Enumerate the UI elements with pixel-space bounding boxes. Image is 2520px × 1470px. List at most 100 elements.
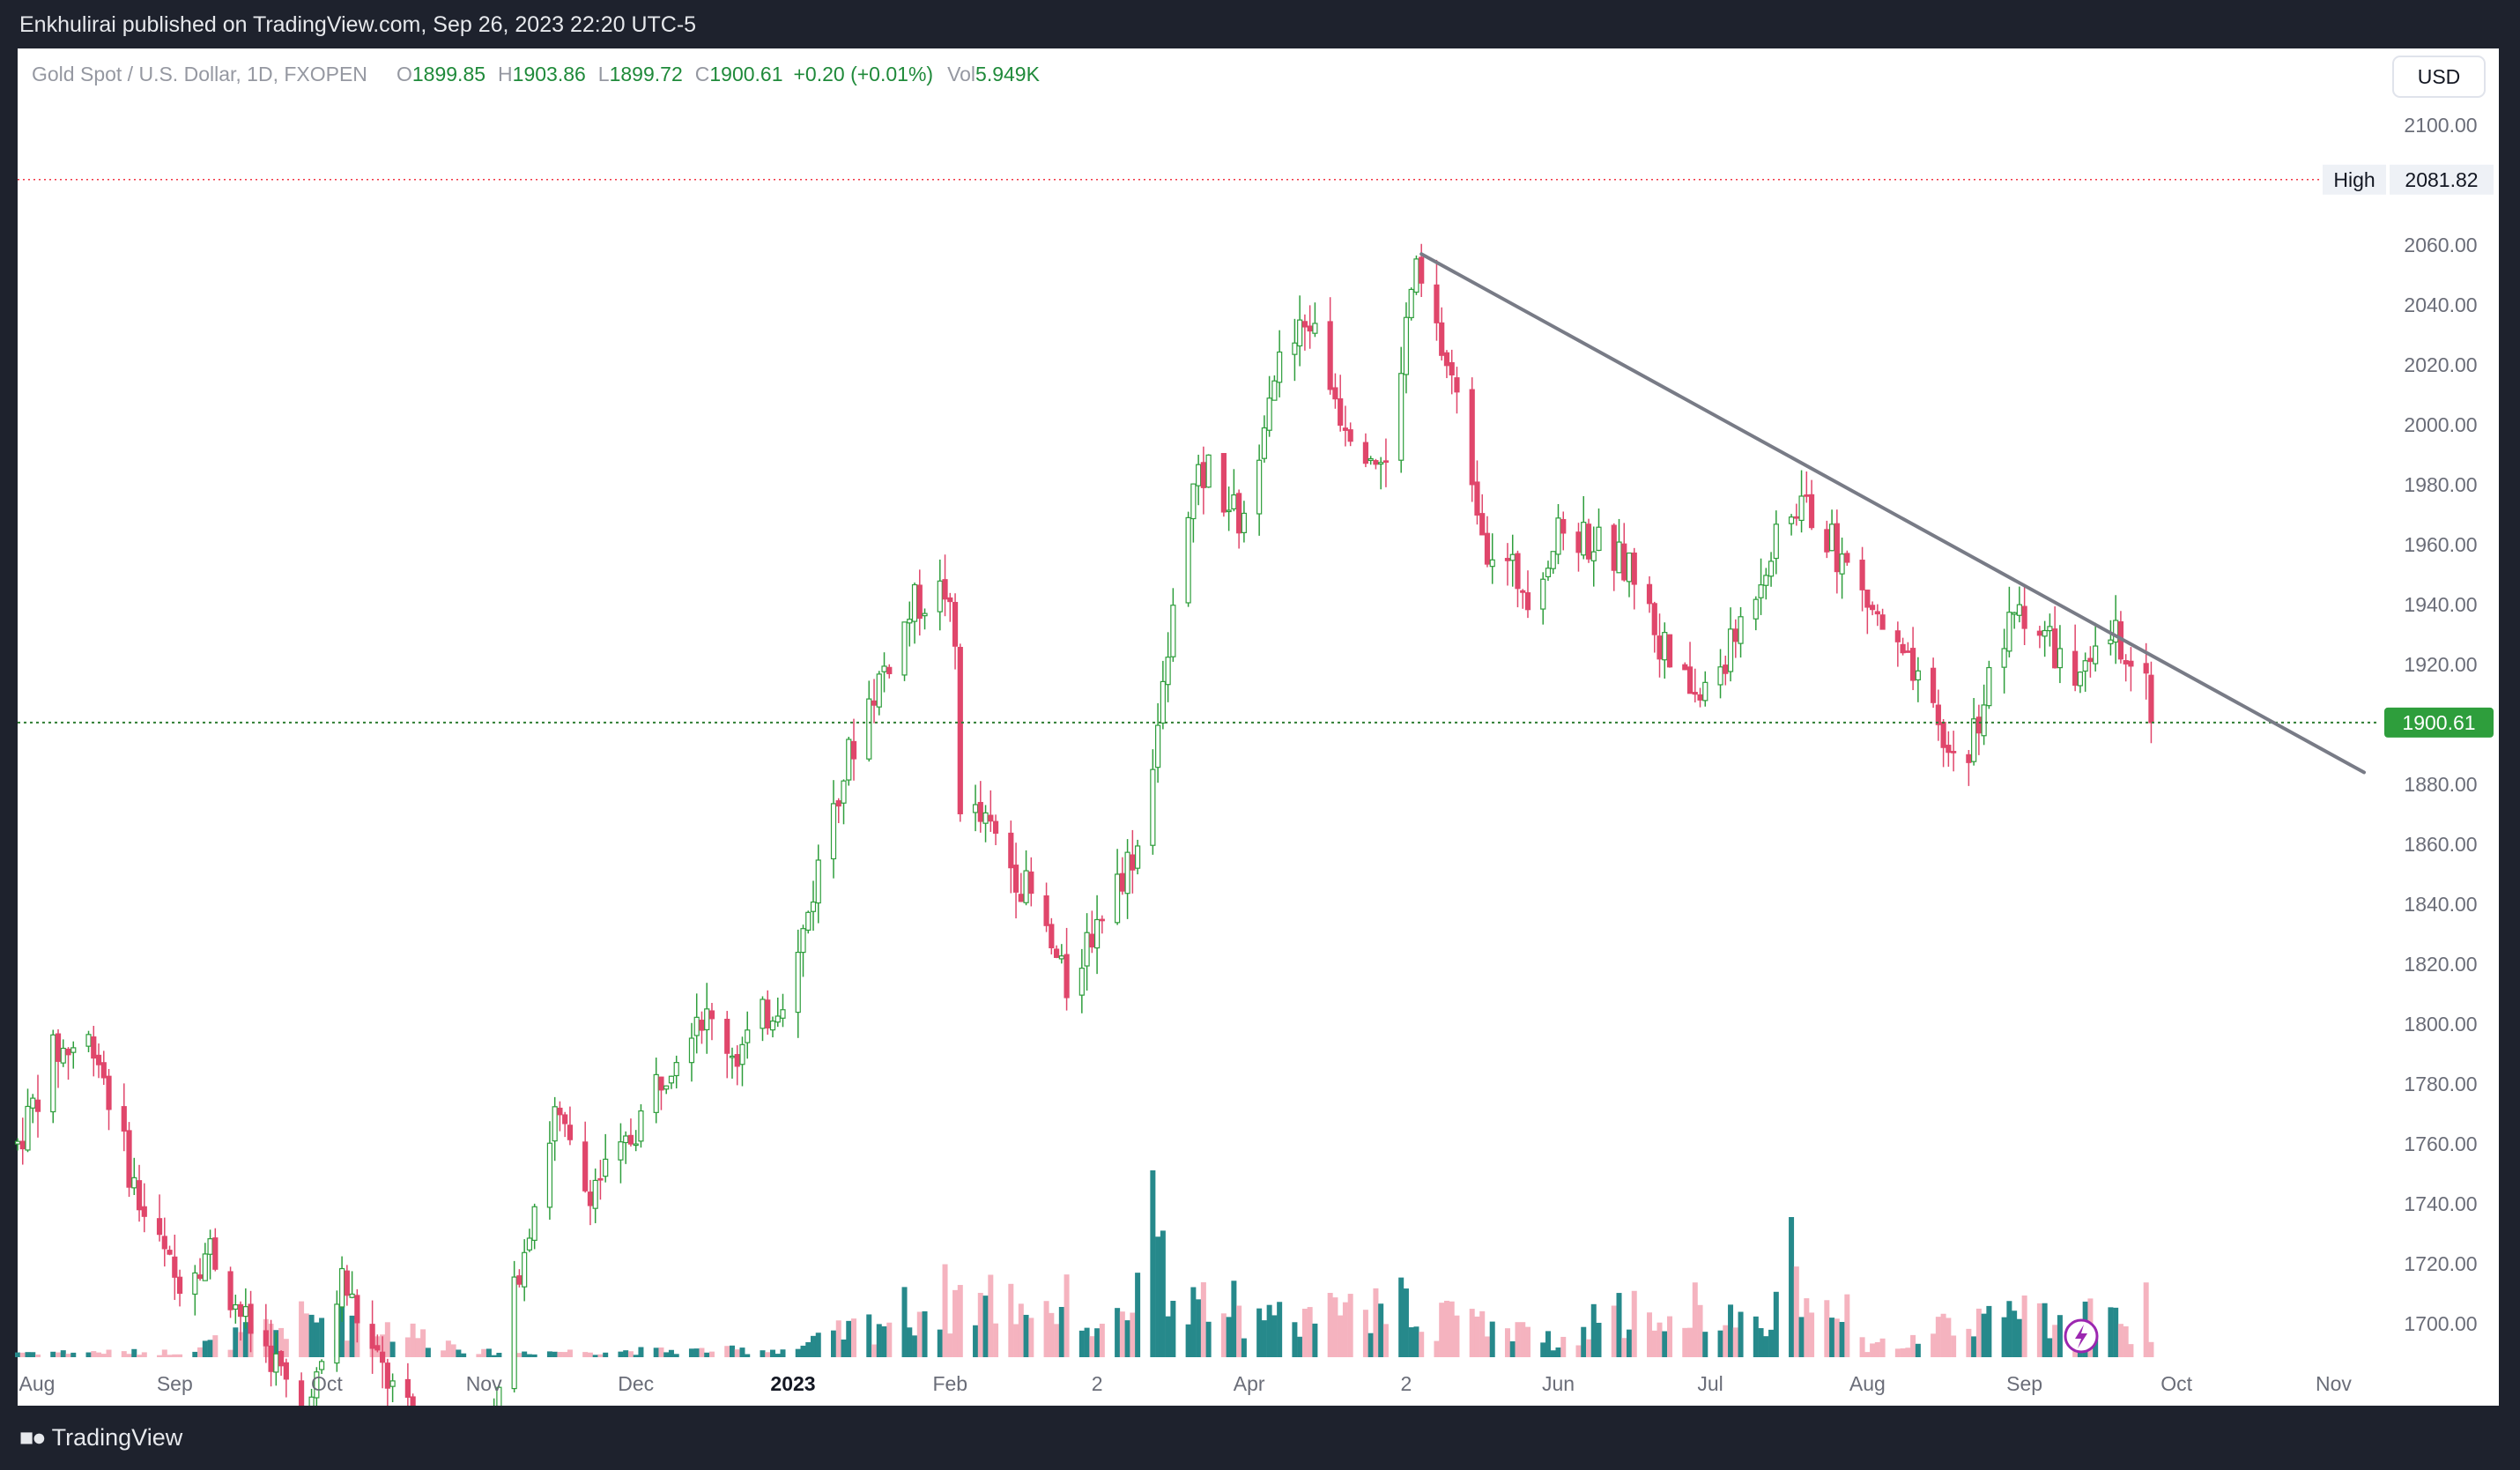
volume-bar bbox=[1119, 1311, 1125, 1357]
candle bbox=[562, 1111, 568, 1138]
time-axis[interactable]: Aug Sep Oct Nov Dec 2023 Feb 2 Apr 2 Jun Jul Aug Sep O… bbox=[19, 1372, 2353, 1395]
volume-bar bbox=[1905, 1348, 1911, 1357]
volume-bar bbox=[1581, 1326, 1587, 1357]
volume-bar bbox=[699, 1348, 705, 1357]
candle bbox=[1190, 483, 1197, 543]
volume-bar bbox=[1687, 1327, 1694, 1357]
ohlc-values: O1899.85 H1903.86 L1899.72 C1900.61 +0.20 (+… bbox=[397, 63, 1041, 85]
candle bbox=[334, 1290, 340, 1372]
volume-label: Vol bbox=[947, 63, 975, 85]
candle bbox=[592, 1168, 598, 1223]
currency-button[interactable]: USD bbox=[2392, 56, 2486, 98]
volume-bar bbox=[491, 1355, 497, 1357]
candle bbox=[65, 1047, 71, 1080]
volume-bar bbox=[1504, 1328, 1510, 1357]
candle bbox=[1935, 689, 1941, 741]
candle bbox=[1723, 655, 1729, 686]
candle bbox=[19, 1117, 26, 1165]
tradingview-logo[interactable]: ■● TradingView bbox=[19, 1422, 182, 1452]
volume-bar bbox=[96, 1352, 102, 1357]
candle bbox=[1089, 910, 1095, 954]
candle bbox=[668, 1075, 675, 1089]
volume-bar bbox=[1347, 1294, 1353, 1357]
candle bbox=[176, 1269, 183, 1307]
volume-bar bbox=[1798, 1317, 1805, 1357]
volume-bar bbox=[1824, 1300, 1830, 1357]
candle bbox=[1732, 619, 1738, 658]
candle bbox=[1023, 850, 1029, 906]
candle bbox=[136, 1164, 143, 1222]
candle bbox=[688, 1022, 695, 1082]
volume-bar bbox=[1058, 1306, 1064, 1357]
candles bbox=[14, 243, 2154, 1470]
volume-bar bbox=[1150, 1170, 1156, 1357]
candle bbox=[2113, 595, 2119, 664]
candle bbox=[141, 1183, 147, 1233]
x-tick-label: 2 bbox=[1092, 1372, 1103, 1395]
volume-bar bbox=[1338, 1315, 1344, 1357]
candle bbox=[55, 1028, 62, 1088]
candle bbox=[1261, 415, 1267, 463]
candle bbox=[1327, 297, 1333, 395]
volume-bar bbox=[1804, 1298, 1810, 1357]
y-tick-label: 1960.00 bbox=[2404, 533, 2477, 556]
candle bbox=[314, 1367, 320, 1407]
volume-bar bbox=[557, 1352, 563, 1357]
volume-bar bbox=[765, 1352, 771, 1357]
candle bbox=[1758, 558, 1764, 615]
volume-bar bbox=[19, 1352, 26, 1357]
candle bbox=[91, 1026, 97, 1077]
volume-bar bbox=[1449, 1301, 1455, 1357]
trendline[interactable] bbox=[1419, 252, 2366, 775]
candle bbox=[1236, 489, 1242, 549]
candle bbox=[734, 1045, 740, 1086]
volume-bar bbox=[1155, 1236, 1161, 1357]
volume-bar bbox=[1611, 1305, 1617, 1357]
candle bbox=[745, 1011, 751, 1059]
lightning-icon[interactable] bbox=[2064, 1318, 2099, 1354]
volume-bar bbox=[65, 1354, 71, 1357]
volume-bar bbox=[1236, 1305, 1242, 1357]
candle bbox=[603, 1133, 609, 1183]
volume-bar bbox=[1196, 1299, 1202, 1357]
x-tick-label: Sep bbox=[157, 1372, 193, 1395]
chart-area[interactable] bbox=[18, 48, 2499, 1406]
volume-bar bbox=[1864, 1352, 1871, 1357]
volume-bar bbox=[805, 1341, 812, 1357]
candle bbox=[34, 1074, 41, 1138]
y-tick-label: 1880.00 bbox=[2404, 773, 2477, 796]
candle bbox=[618, 1123, 624, 1184]
candle bbox=[1768, 552, 1775, 587]
candle bbox=[1879, 608, 1886, 630]
candle bbox=[1905, 642, 1911, 653]
candle bbox=[1078, 948, 1085, 1013]
volume-bar bbox=[450, 1344, 456, 1357]
volume-bar bbox=[207, 1340, 213, 1357]
volume-bar bbox=[582, 1352, 589, 1357]
volume-bar bbox=[137, 1355, 143, 1357]
candle bbox=[557, 1101, 563, 1132]
volume-bar bbox=[1078, 1330, 1085, 1357]
candle bbox=[795, 929, 801, 1038]
volume-bar bbox=[937, 1329, 943, 1357]
candle bbox=[1585, 518, 1592, 563]
candle bbox=[1540, 572, 1546, 625]
candle bbox=[1155, 702, 1161, 783]
candle bbox=[202, 1243, 208, 1281]
candle bbox=[1824, 520, 1830, 559]
volume-bar bbox=[2047, 1338, 2053, 1357]
volume-bar bbox=[1981, 1313, 1987, 1357]
close-value: 1900.61 bbox=[709, 63, 782, 85]
volume-bar bbox=[815, 1333, 821, 1357]
volume-bar bbox=[319, 1318, 325, 1357]
volume-bar bbox=[1403, 1288, 1409, 1357]
candle bbox=[1550, 551, 1556, 575]
candle bbox=[1277, 330, 1283, 397]
candle bbox=[1596, 508, 1602, 552]
volume-bar bbox=[627, 1351, 634, 1357]
price-axis[interactable]: 2100.00 2060.00 2040.00 2020.00 2000.00 1980.… bbox=[2404, 114, 2477, 1335]
candle bbox=[937, 559, 943, 631]
candle bbox=[957, 643, 963, 822]
volume-bar bbox=[982, 1296, 989, 1357]
